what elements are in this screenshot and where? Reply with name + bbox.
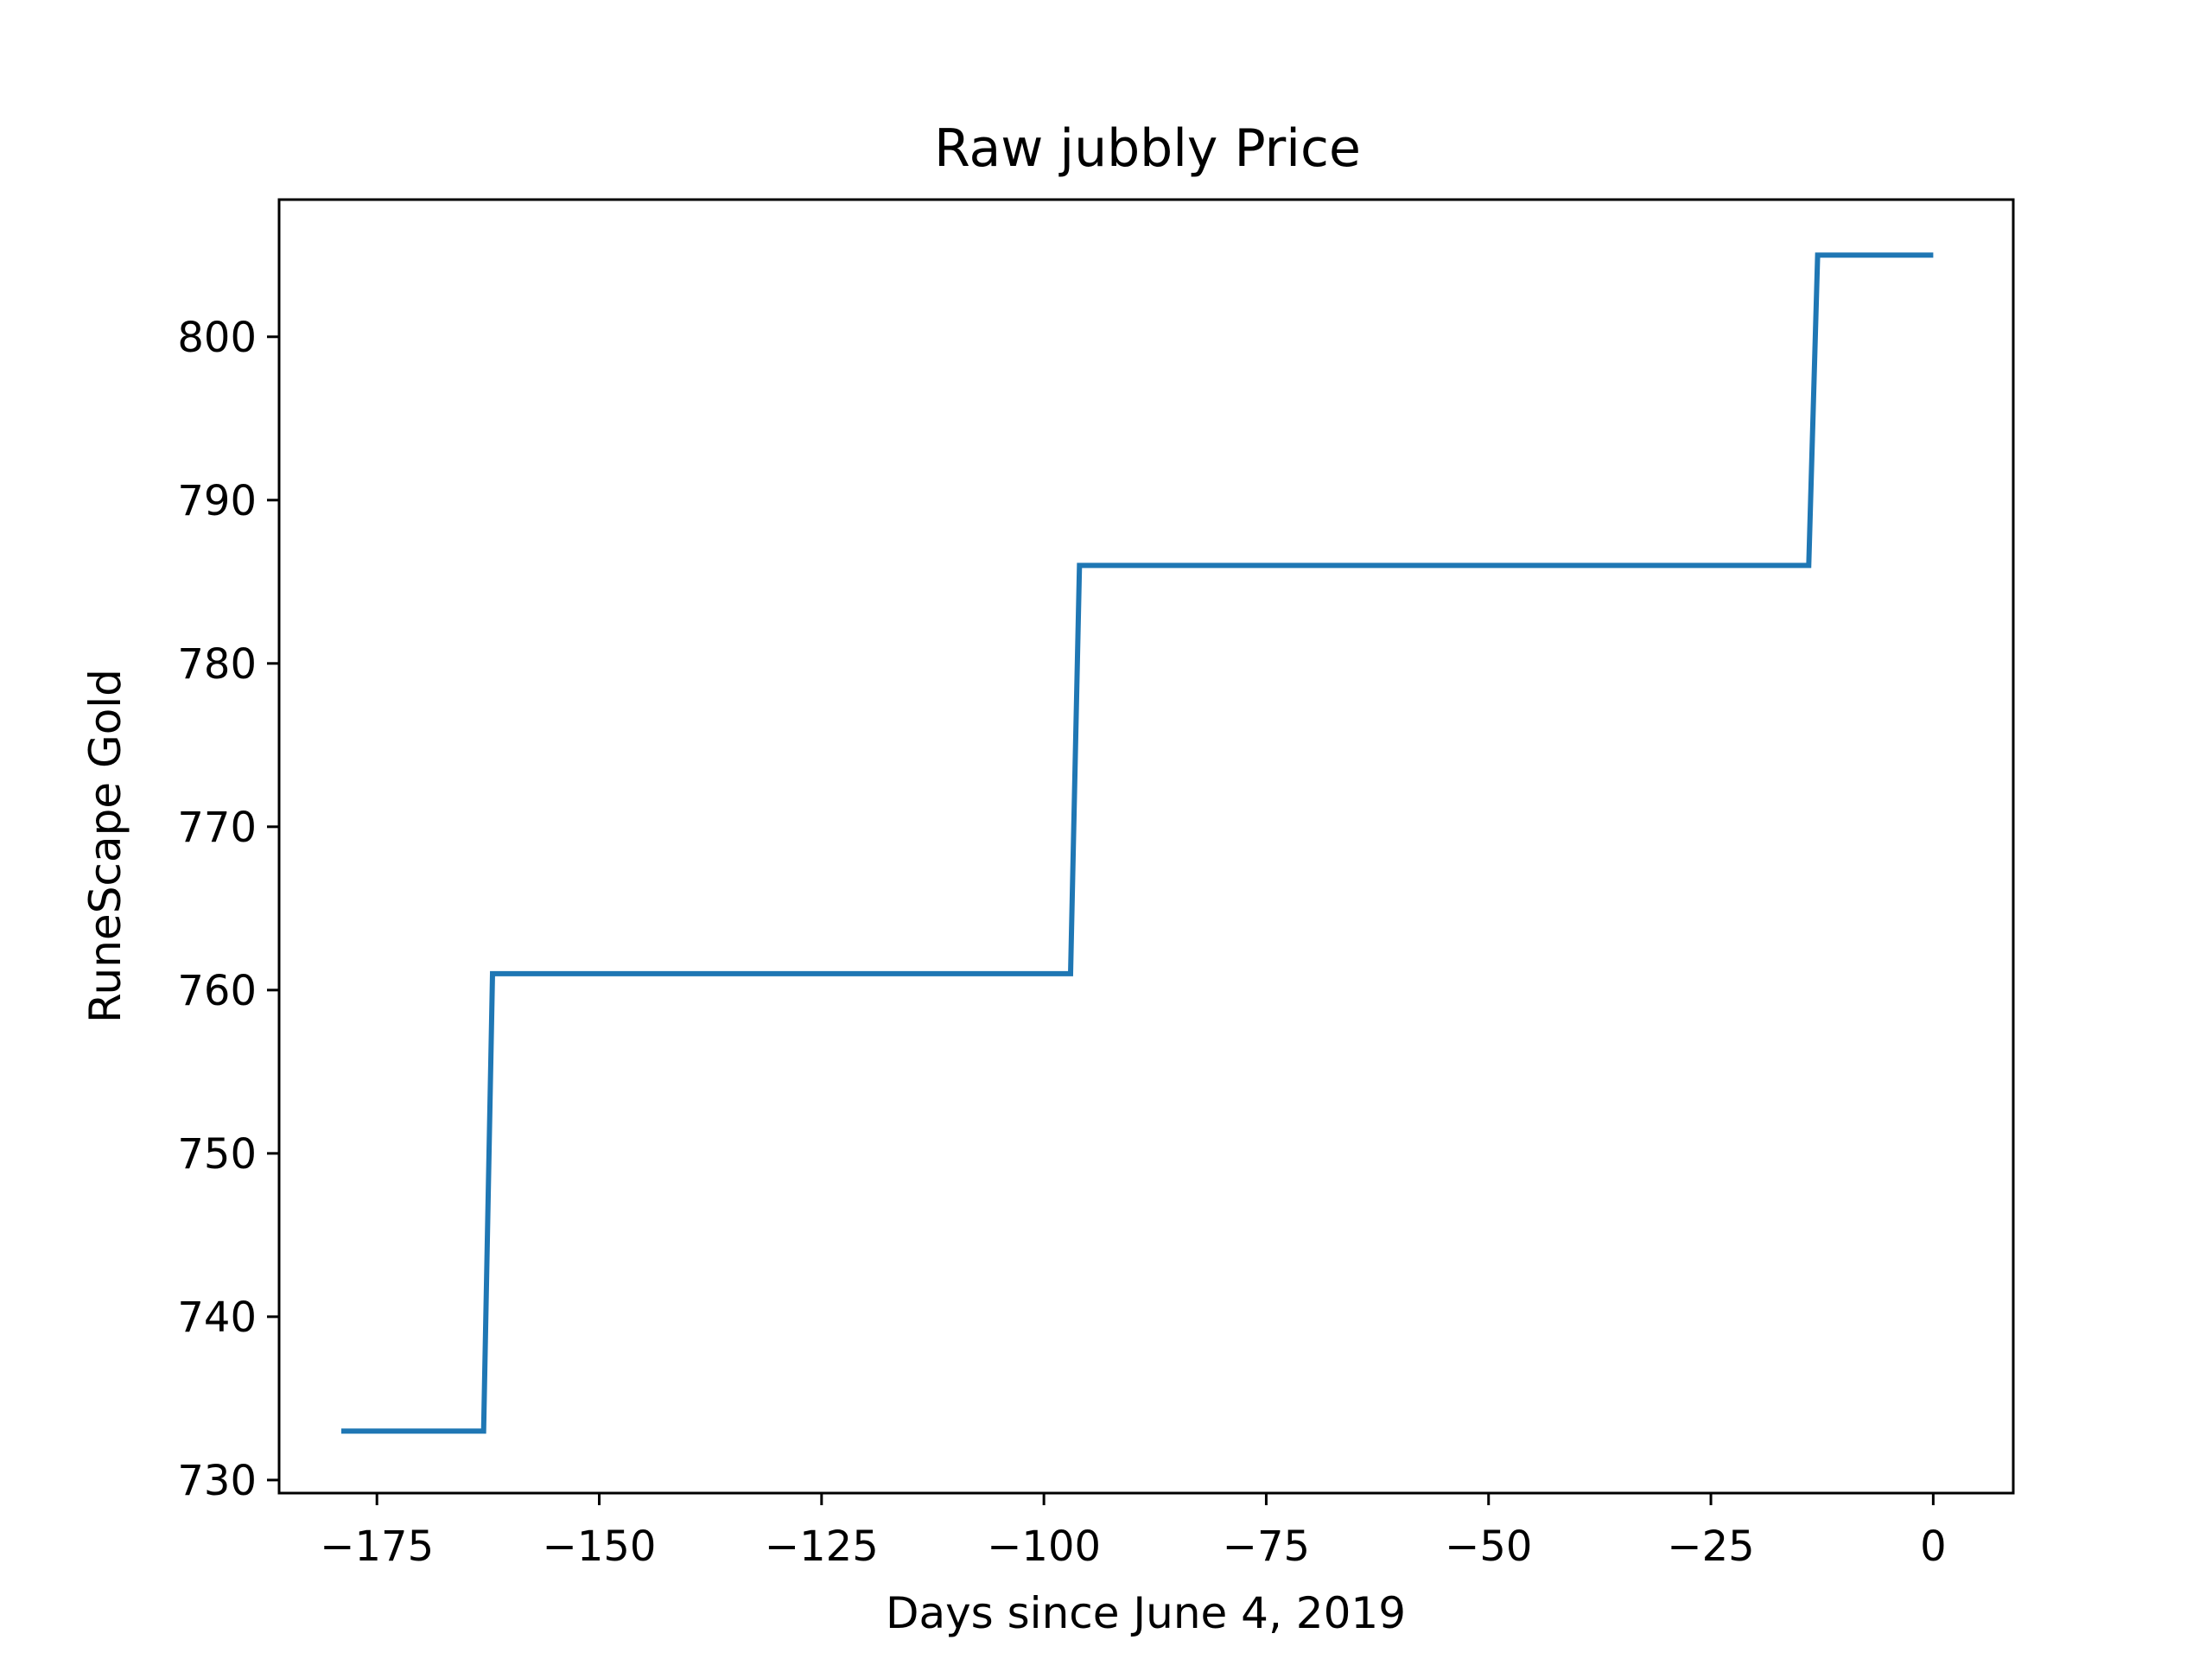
y-tick-label: 730 <box>177 1457 257 1505</box>
x-axis-ticks: −175 −150 −125 −100 −75 −50 −25 0 <box>320 1493 1947 1571</box>
x-tick-label: −100 <box>987 1522 1101 1571</box>
y-tick-label: 800 <box>177 314 257 362</box>
x-tick-label: −75 <box>1223 1522 1310 1571</box>
x-tick-label: −125 <box>765 1522 879 1571</box>
x-tick-label: −50 <box>1445 1522 1532 1571</box>
y-tick-label: 780 <box>177 640 257 689</box>
y-tick-label: 760 <box>177 967 257 1015</box>
series-line <box>341 252 1934 1434</box>
y-tick-label: 750 <box>177 1130 257 1179</box>
y-axis-ticks: 730 740 750 760 770 780 790 800 <box>177 314 279 1505</box>
x-tick-label: −150 <box>543 1522 657 1571</box>
plot-frame <box>277 198 2015 1495</box>
y-axis-label: RuneScape Gold <box>80 669 130 1023</box>
x-axis-label: Days since June 4, 2019 <box>886 1588 1406 1638</box>
chart-title: Raw jubbly Price <box>934 118 1361 179</box>
x-tick-label: 0 <box>1920 1522 1947 1571</box>
y-tick-label: 770 <box>177 804 257 852</box>
x-tick-label: −175 <box>320 1522 434 1571</box>
y-tick-label: 790 <box>177 477 257 525</box>
x-tick-label: −25 <box>1667 1522 1754 1571</box>
series-layer <box>341 252 1934 1434</box>
y-tick-label: 740 <box>177 1294 257 1342</box>
